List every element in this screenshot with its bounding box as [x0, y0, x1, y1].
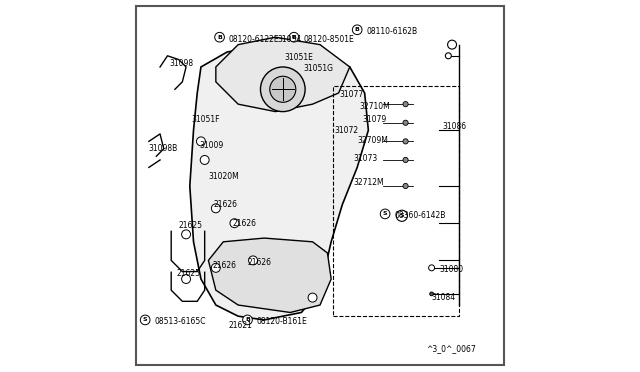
Circle shape [308, 293, 317, 302]
Text: S: S [383, 211, 387, 217]
Circle shape [289, 32, 299, 42]
Circle shape [182, 275, 191, 283]
Text: 32710M: 32710M [359, 102, 390, 110]
Circle shape [403, 120, 408, 125]
Circle shape [200, 155, 209, 164]
Circle shape [270, 76, 296, 102]
Text: S: S [399, 213, 404, 218]
PathPatch shape [216, 37, 349, 112]
Text: 31051E: 31051E [285, 53, 314, 62]
Circle shape [196, 137, 205, 146]
Circle shape [140, 315, 150, 325]
Circle shape [403, 102, 408, 107]
Text: 31073: 31073 [353, 154, 378, 163]
Text: 31084: 31084 [431, 293, 456, 302]
Text: 08120-B161E: 08120-B161E [257, 317, 307, 326]
Circle shape [230, 219, 239, 228]
Text: 31051F: 31051F [191, 115, 220, 124]
Text: 31098B: 31098B [149, 144, 178, 153]
Circle shape [380, 209, 390, 219]
Text: B: B [217, 35, 222, 40]
Circle shape [215, 32, 225, 42]
Circle shape [447, 40, 456, 49]
Text: 21626: 21626 [232, 219, 257, 228]
Text: 31020M: 31020M [209, 172, 239, 181]
Text: 21625: 21625 [179, 221, 203, 230]
Text: 21625: 21625 [177, 269, 201, 278]
Circle shape [260, 67, 305, 112]
Text: ^3_0^_0067: ^3_0^_0067 [426, 344, 476, 353]
Circle shape [182, 230, 191, 239]
Text: 32712M: 32712M [353, 178, 384, 187]
Circle shape [211, 204, 220, 213]
Text: 31054: 31054 [277, 35, 301, 44]
PathPatch shape [209, 238, 331, 312]
Text: 32709M: 32709M [357, 136, 388, 145]
Text: 31009: 31009 [199, 141, 223, 150]
Text: 08360-6142B: 08360-6142B [394, 211, 446, 220]
Text: 31072: 31072 [335, 126, 359, 135]
Text: 31080: 31080 [439, 265, 463, 274]
Circle shape [396, 210, 408, 221]
Circle shape [243, 315, 252, 325]
Text: 08513-6165C: 08513-6165C [154, 317, 206, 326]
Bar [333, 86, 460, 316]
Text: B: B [355, 27, 360, 32]
Text: B: B [245, 317, 250, 323]
Circle shape [211, 263, 220, 272]
Text: 08120-6122E: 08120-6122E [229, 35, 280, 44]
Circle shape [403, 183, 408, 189]
Circle shape [445, 53, 451, 59]
Text: 31077: 31077 [340, 90, 364, 99]
Circle shape [429, 265, 435, 271]
Text: 31098: 31098 [170, 59, 193, 68]
Text: 21626: 21626 [212, 262, 236, 270]
Text: 21626: 21626 [248, 258, 271, 267]
Text: 31086: 31086 [443, 122, 467, 131]
Text: 21621: 21621 [229, 321, 253, 330]
Circle shape [353, 25, 362, 35]
Circle shape [403, 139, 408, 144]
Circle shape [403, 157, 408, 163]
Text: S: S [143, 317, 147, 323]
Text: 31079: 31079 [363, 115, 387, 124]
Text: 08110-6162B: 08110-6162B [367, 27, 418, 36]
Text: 31051G: 31051G [303, 64, 333, 73]
Circle shape [429, 292, 433, 296]
Circle shape [248, 256, 257, 265]
Text: B: B [292, 35, 296, 40]
Text: 21626: 21626 [214, 200, 238, 209]
Text: 08120-8501E: 08120-8501E [303, 35, 354, 44]
PathPatch shape [190, 45, 369, 320]
